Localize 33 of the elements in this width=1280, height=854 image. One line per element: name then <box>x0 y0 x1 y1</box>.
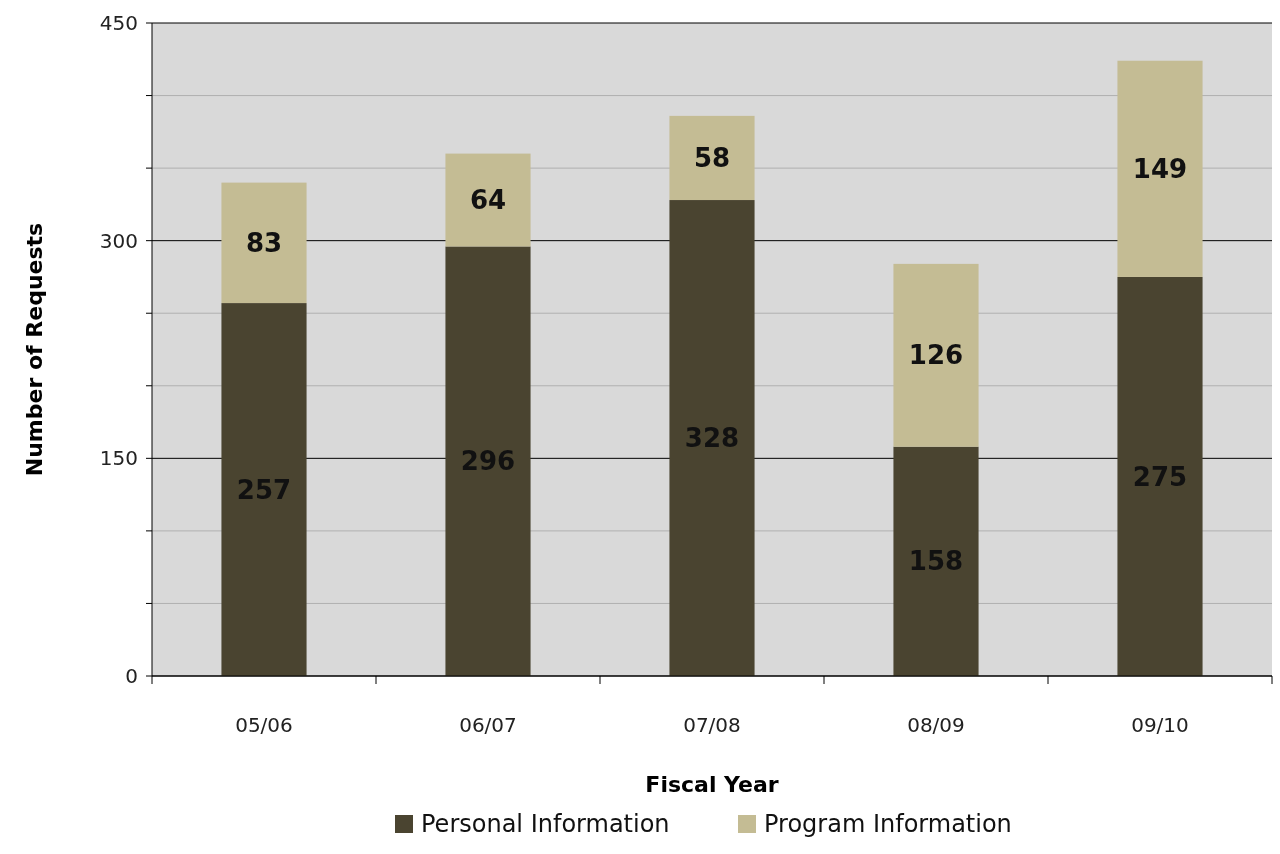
bar <box>669 200 755 676</box>
bar <box>893 263 979 447</box>
legend-label: Program Information <box>764 810 1012 839</box>
x-tick-label: 05/06 <box>235 713 293 737</box>
bar <box>445 153 531 247</box>
bar <box>221 303 307 676</box>
data-label: 275 <box>1132 461 1188 492</box>
y-tick-label: 450 <box>99 11 138 35</box>
legend-label: Personal Information <box>421 810 670 839</box>
x-tick-label: 08/09 <box>907 713 965 737</box>
data-label: 296 <box>460 446 516 477</box>
bar <box>893 446 979 676</box>
x-tick-label: 07/08 <box>683 713 741 737</box>
y-tick-label: 150 <box>99 446 138 471</box>
x-tick-label: 09/10 <box>1131 713 1189 737</box>
data-label: 257 <box>236 474 292 505</box>
data-label: 58 <box>693 143 731 174</box>
y-tick-label: 300 <box>99 228 138 253</box>
data-label: 64 <box>469 185 507 216</box>
x-tick-label: 06/07 <box>459 713 517 737</box>
bar <box>1117 60 1203 277</box>
data-label: 83 <box>245 227 283 258</box>
y-axis-title: Number of Requests <box>22 222 47 477</box>
data-label: 126 <box>908 340 964 371</box>
x-axis-title: Fiscal Year <box>645 772 779 797</box>
bar <box>1117 276 1203 676</box>
data-label: 328 <box>684 423 740 454</box>
bar <box>669 115 755 201</box>
bar <box>221 182 307 304</box>
bar <box>445 246 531 676</box>
y-tick-label: 0 <box>125 664 138 688</box>
data-label: 149 <box>1132 153 1188 184</box>
data-label: 158 <box>908 546 964 577</box>
